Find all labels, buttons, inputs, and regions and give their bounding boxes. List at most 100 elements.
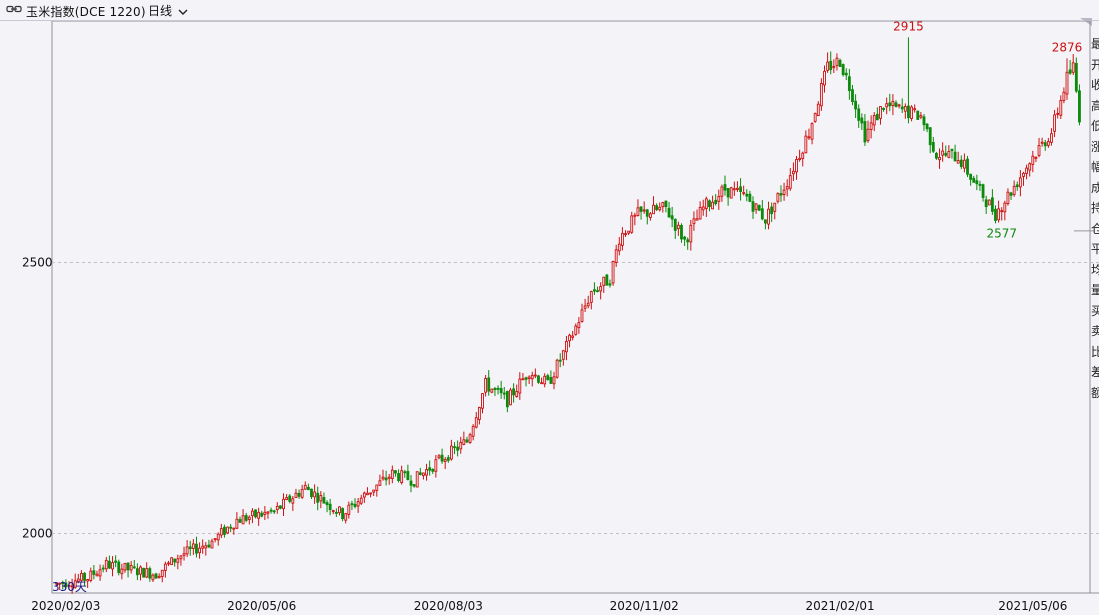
candle-body: [966, 158, 969, 175]
candle-body: [1065, 71, 1069, 95]
candle-body: [303, 484, 307, 490]
candle-body: [344, 513, 348, 521]
candle-body: [872, 115, 876, 126]
candle-body: [627, 230, 631, 234]
candle-body: [931, 142, 935, 152]
side-panel-glyph: 比: [1091, 344, 1099, 359]
candle-body: [114, 560, 118, 563]
candle-body: [676, 224, 680, 230]
candle-body: [813, 113, 817, 122]
candle-body: [232, 527, 236, 530]
candle-body: [894, 102, 898, 107]
candle-body: [689, 224, 693, 243]
candle-body: [571, 335, 575, 338]
candle-body: [484, 378, 488, 393]
side-panel-glyph: 持: [1091, 201, 1099, 215]
y-tick-label: 2500: [22, 256, 53, 270]
candle-body: [664, 200, 668, 208]
candle-body: [471, 425, 475, 437]
candle-body: [994, 208, 997, 221]
candle-body: [785, 186, 789, 190]
candle-body: [879, 106, 882, 119]
candle-body: [617, 243, 621, 252]
candle-body: [807, 136, 811, 139]
candle-body: [540, 382, 543, 385]
candle-body: [611, 261, 615, 284]
candle-body: [605, 274, 609, 286]
candle-body: [499, 388, 503, 394]
candle-body: [953, 151, 957, 162]
candle-body: [652, 204, 655, 215]
extreme-price-label: 2915: [893, 21, 924, 33]
candle-body: [123, 562, 127, 571]
candle-body: [446, 457, 450, 461]
candle-body: [667, 207, 671, 218]
candle-body: [195, 543, 198, 554]
side-panel-glyph: 量: [1091, 283, 1099, 297]
candle-body: [278, 505, 282, 509]
candle-body: [903, 106, 907, 112]
candle-body: [251, 510, 254, 517]
candle-body: [639, 206, 643, 212]
candle-body: [910, 106, 913, 119]
candle-body: [86, 579, 90, 582]
candle-body: [384, 477, 388, 481]
candle-body: [723, 184, 727, 191]
candle-body: [350, 503, 354, 506]
candle-body: [83, 572, 86, 581]
candle-body: [294, 492, 298, 499]
candle-body: [810, 123, 814, 140]
candle-body: [863, 121, 867, 143]
candle-body: [459, 442, 463, 450]
candle-body: [698, 207, 702, 220]
candle-body: [770, 206, 774, 215]
candle-body: [801, 152, 805, 159]
candle-body: [378, 480, 382, 486]
candle-body: [272, 510, 276, 513]
candle-body: [844, 72, 848, 76]
candle-body: [167, 562, 170, 565]
candle-body: [306, 486, 310, 491]
collapse-corner-icon[interactable]: [1080, 18, 1092, 26]
candle-body: [829, 60, 833, 71]
candle-body: [422, 472, 425, 476]
candle-body: [111, 562, 114, 570]
candle-body: [533, 374, 537, 377]
candle-body: [76, 578, 80, 582]
candle-body: [854, 100, 858, 110]
x-tick-label: 2020/11/02: [610, 599, 679, 613]
candlestick-chart[interactable]: 2000 2500 2020/02/03 2020/05/06 2020/08/03 20…: [0, 21, 1099, 615]
candle-body: [981, 184, 985, 199]
candle-body: [285, 497, 289, 500]
candle-body: [509, 389, 512, 406]
candle-body: [1031, 155, 1035, 165]
candle-body: [729, 187, 733, 199]
candle-body: [502, 392, 506, 395]
candle-body: [524, 377, 528, 380]
candle-body: [173, 558, 177, 563]
x-tick-label: 2020/08/03: [414, 599, 483, 613]
candle-body: [453, 446, 456, 449]
candle-body: [440, 454, 444, 462]
candle-body: [95, 573, 99, 577]
candle-body: [521, 378, 525, 381]
candle-body: [204, 545, 208, 549]
candle-body: [185, 546, 189, 555]
period-dropdown[interactable]: 日线: [148, 2, 188, 19]
candle-body: [987, 199, 991, 206]
candle-body: [92, 570, 96, 575]
candle-body: [418, 472, 422, 475]
side-panel-glyph: 均: [1091, 262, 1099, 277]
candle-body: [704, 198, 708, 209]
candle-body: [126, 562, 130, 571]
candle-body: [645, 209, 649, 217]
candle-body: [1037, 145, 1041, 156]
candle-body: [956, 160, 960, 164]
candle-body: [493, 388, 497, 390]
candle-body: [288, 495, 292, 502]
candle-body: [412, 484, 416, 487]
candle-body: [546, 375, 550, 380]
candle-body: [275, 505, 279, 511]
candle-body: [406, 471, 410, 481]
chain-link-icon[interactable]: [6, 4, 22, 14]
